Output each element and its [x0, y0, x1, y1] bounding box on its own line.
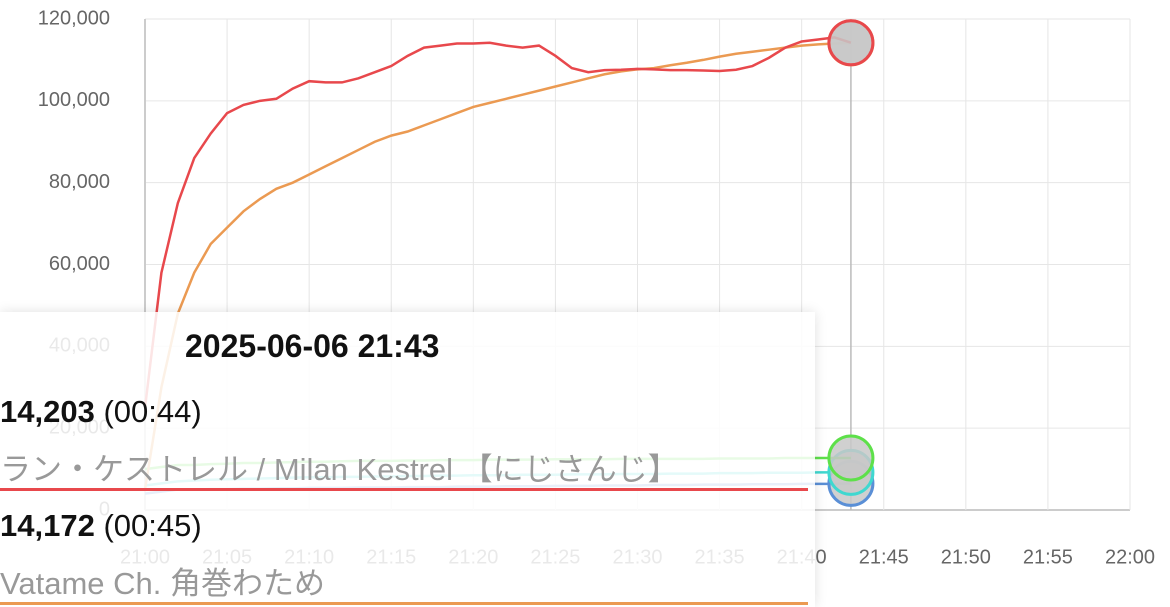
- tooltip-value-row: 14,203 (00:44): [0, 394, 202, 430]
- series-line: [143, 41, 851, 490]
- tooltip-time: (00:45): [103, 508, 202, 543]
- y-tick-label: 80,000: [49, 171, 110, 193]
- x-tick-label: 21:50: [941, 546, 991, 568]
- tooltip: 2025-06-06 21:43 14,203 (00:44) ラン・ケストレル …: [0, 312, 815, 607]
- x-tick-label: 21:55: [1023, 546, 1073, 568]
- tooltip-color-bar: [0, 602, 808, 605]
- hover-marker: [827, 19, 875, 67]
- series-line: [143, 36, 852, 408]
- y-tick-label: 100,000: [38, 89, 110, 111]
- tooltip-time: (00:44): [103, 394, 202, 429]
- tooltip-name: Vatame Ch. 角巻わため: [0, 566, 325, 601]
- y-tick-label: 60,000: [49, 253, 110, 275]
- tooltip-name: ラン・ケストレル / Milan Kestrel 【にじさんじ】: [0, 452, 679, 487]
- y-tick-label: 120,000: [38, 7, 110, 29]
- tooltip-value: 14,172: [0, 508, 95, 543]
- tooltip-title: 2025-06-06 21:43: [185, 328, 440, 364]
- tooltip-value-row: 14,172 (00:45): [0, 508, 202, 544]
- hover-marker: [827, 434, 875, 482]
- x-tick-label: 21:45: [859, 546, 909, 568]
- tooltip-value: 14,203: [0, 394, 95, 429]
- tooltip-color-bar: [0, 488, 808, 491]
- x-tick-label: 22:00: [1105, 546, 1155, 568]
